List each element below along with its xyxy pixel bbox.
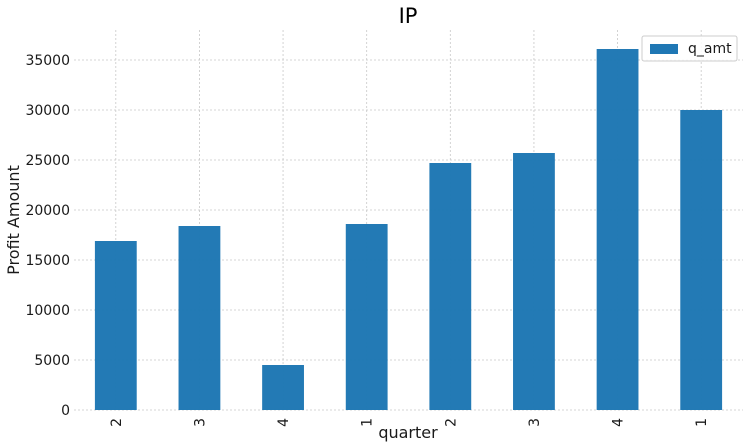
y-tick-label: 35000 <box>25 53 70 69</box>
legend-swatch-q-amt <box>650 44 678 54</box>
bar <box>262 365 304 410</box>
bar <box>345 224 388 410</box>
x-tick-label: 1 <box>360 418 376 427</box>
y-tick-labels: 0 5000 10000 15000 20000 25000 30000 35000 <box>25 53 70 419</box>
bar <box>596 49 639 410</box>
bar <box>94 241 137 410</box>
y-tick-label: 10000 <box>25 303 70 319</box>
x-tick-label: 2 <box>443 418 459 427</box>
x-tick-label: 2 <box>109 418 125 427</box>
bar <box>513 153 555 410</box>
y-tick-label: 20000 <box>25 203 70 219</box>
bar <box>429 163 472 410</box>
x-tick-label: 3 <box>527 418 543 427</box>
y-tick-label: 30000 <box>25 103 70 119</box>
x-tick-labels: 2 3 4 1 2 3 4 1 <box>109 418 710 427</box>
legend-box <box>641 35 738 62</box>
grid-layer <box>74 30 743 411</box>
y-tick-label: 5000 <box>34 353 70 369</box>
bar <box>680 110 723 410</box>
y-tick-label: 0 <box>61 403 70 419</box>
bar <box>178 226 221 410</box>
bars-layer <box>94 49 723 410</box>
y-tick-label: 15000 <box>25 253 70 269</box>
legend-label-q-amt: q_amt <box>688 41 732 57</box>
x-axis-title: quarter <box>378 423 438 442</box>
chart-title: IP <box>399 4 418 28</box>
y-tick-label: 25000 <box>25 153 70 169</box>
legend: q_amt <box>641 35 738 62</box>
x-tick-label: 4 <box>611 418 627 427</box>
x-tick-label: 3 <box>192 418 208 427</box>
x-tick-label: 1 <box>694 418 710 427</box>
x-tick-label: 4 <box>276 418 292 427</box>
y-axis-title: Profit Amount <box>4 165 23 275</box>
